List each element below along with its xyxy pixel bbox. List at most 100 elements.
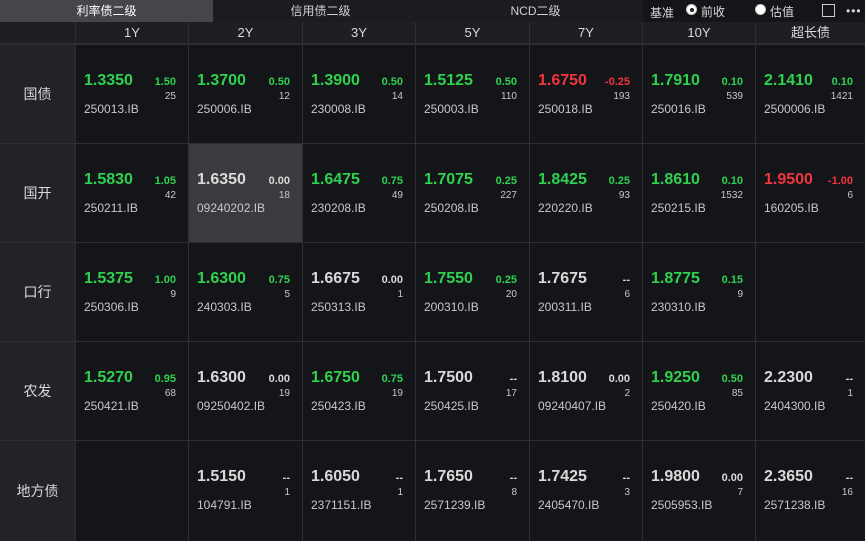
quote-cell[interactable]: 1.5830 1.05 42 250211.IB xyxy=(75,143,188,242)
bond-code: 250425.IB xyxy=(424,399,479,413)
change: -- xyxy=(622,472,630,484)
volume: 1421 xyxy=(830,91,853,102)
volume: 20 xyxy=(505,289,517,300)
volume: 85 xyxy=(731,388,743,399)
yield: 1.5830 xyxy=(84,171,133,188)
change: 1.05 xyxy=(154,175,176,187)
volume: 5 xyxy=(284,289,290,300)
row-header: 国债 xyxy=(0,44,75,143)
change: 0.00 xyxy=(381,274,403,286)
bond-code: 2500006.IB xyxy=(764,102,826,116)
yield: 1.6675 xyxy=(311,270,360,287)
quote-cell[interactable]: 1.9800 0.00 7 2505953.IB xyxy=(642,440,755,541)
tab[interactable]: 利率债二级 xyxy=(0,0,213,22)
column-header: 5Y xyxy=(415,22,529,44)
column-header: 1Y xyxy=(75,22,188,44)
volume: 17 xyxy=(505,388,517,399)
quote-cell[interactable]: 1.8775 0.15 9 230310.IB xyxy=(642,242,755,341)
volume: 14 xyxy=(391,91,403,102)
quote-cell[interactable]: 1.7550 0.25 20 200310.IB xyxy=(415,242,529,341)
yield: 1.7500 xyxy=(424,369,473,386)
change: 0.10 xyxy=(721,76,743,88)
change: -- xyxy=(395,472,403,484)
quote-cell[interactable]: 1.5125 0.50 110 250003.IB xyxy=(415,44,529,143)
quote-cell[interactable]: 1.3700 0.50 12 250006.IB xyxy=(188,44,302,143)
bond-code: 160205.IB xyxy=(764,201,819,215)
quote-cell[interactable]: 1.9500 -1.00 6 160205.IB xyxy=(755,143,865,242)
quote-cell[interactable]: 2.2300 -- 1 2404300.IB xyxy=(755,341,865,440)
yield: 1.7075 xyxy=(424,171,473,188)
quote-cell[interactable]: 2.1410 0.10 1421 2500006.IB xyxy=(755,44,865,143)
bond-code: 09240407.IB xyxy=(538,399,607,413)
quote-cell[interactable]: 1.6300 0.00 19 09250402.IB xyxy=(188,341,302,440)
yield: 2.3650 xyxy=(764,468,813,485)
change: 0.75 xyxy=(381,373,403,385)
yield: 1.5375 xyxy=(84,270,133,287)
change: -- xyxy=(845,373,853,385)
quote-cell[interactable]: 1.6750 0.75 19 250423.IB xyxy=(302,341,415,440)
quote-cell[interactable]: 1.7500 -- 17 250425.IB xyxy=(415,341,529,440)
yield: 1.9500 xyxy=(764,171,813,188)
yield: 1.8425 xyxy=(538,171,587,188)
column-header: 2Y xyxy=(188,22,302,44)
volume: 1532 xyxy=(720,190,743,201)
change: -0.25 xyxy=(604,76,630,88)
change: 0.00 xyxy=(721,472,743,484)
column-header: 7Y xyxy=(529,22,642,44)
quote-cell[interactable]: 1.6300 0.75 5 240303.IB xyxy=(188,242,302,341)
quote-cell[interactable]: 1.7675 -- 6 200311.IB xyxy=(529,242,642,341)
bond-code: 250006.IB xyxy=(197,102,252,116)
quote-cell[interactable]: 1.7650 -- 8 2571239.IB xyxy=(415,440,529,541)
volume: 6 xyxy=(624,289,630,300)
volume: 19 xyxy=(278,388,290,399)
quote-cell[interactable]: 1.6475 0.75 49 230208.IB xyxy=(302,143,415,242)
radio-label[interactable]: 估值 xyxy=(770,5,795,19)
bond-code: 2505953.IB xyxy=(651,498,713,512)
quote-cell[interactable]: 1.8425 0.25 93 220220.IB xyxy=(529,143,642,242)
bond-code: 250016.IB xyxy=(651,102,706,116)
change: 0.25 xyxy=(495,274,517,286)
header-corner xyxy=(0,22,75,44)
yield: 1.3700 xyxy=(197,72,246,89)
yield: 1.6475 xyxy=(311,171,360,188)
basis-label: 基准 xyxy=(650,6,675,20)
tab[interactable]: NCD二级 xyxy=(428,0,643,22)
layout-icon[interactable] xyxy=(822,4,835,17)
radio-label[interactable]: 前收 xyxy=(701,5,726,19)
yield: 1.6350 xyxy=(197,171,246,188)
change: 0.00 xyxy=(268,373,290,385)
more-icon[interactable]: ••• xyxy=(846,4,862,18)
quote-cell[interactable]: 1.7075 0.25 227 250208.IB xyxy=(415,143,529,242)
quote-cell[interactable]: 1.6050 -- 1 2371151.IB xyxy=(302,440,415,541)
quote-cell[interactable]: 1.6675 0.00 1 250313.IB xyxy=(302,242,415,341)
quote-cell[interactable]: 1.5375 1.00 9 250306.IB xyxy=(75,242,188,341)
bond-code: 250215.IB xyxy=(651,201,706,215)
bond-code: 200310.IB xyxy=(424,300,479,314)
radio-button[interactable] xyxy=(686,4,697,15)
quote-cell[interactable]: 1.6750 -0.25 193 250018.IB xyxy=(529,44,642,143)
bond-code: 250208.IB xyxy=(424,201,479,215)
volume: 9 xyxy=(170,289,176,300)
quote-cell[interactable]: 2.3650 -- 16 2571238.IB xyxy=(755,440,865,541)
quote-cell[interactable]: 1.6350 0.00 18 09240202.IB xyxy=(188,143,302,242)
quote-cell[interactable]: 1.7425 -- 3 2405470.IB xyxy=(529,440,642,541)
change: 0.75 xyxy=(381,175,403,187)
quote-cell[interactable]: 1.5270 0.95 68 250421.IB xyxy=(75,341,188,440)
yield: 1.6300 xyxy=(197,270,246,287)
tab[interactable]: 信用债二级 xyxy=(213,0,428,22)
bond-code: 250211.IB xyxy=(84,201,138,215)
quote-cell[interactable]: 1.8100 0.00 2 09240407.IB xyxy=(529,341,642,440)
quote-cell[interactable]: 1.7910 0.10 539 250016.IB xyxy=(642,44,755,143)
quote-cell[interactable]: 1.9250 0.50 85 250420.IB xyxy=(642,341,755,440)
bond-code: 250003.IB xyxy=(424,102,479,116)
quote-cell[interactable]: 1.3350 1.50 25 250013.IB xyxy=(75,44,188,143)
quote-cell[interactable]: 1.3900 0.50 14 230008.IB xyxy=(302,44,415,143)
quote-cell[interactable]: 1.8610 0.10 1532 250215.IB xyxy=(642,143,755,242)
quote-cell[interactable]: 1.5150 -- 1 104791.IB xyxy=(188,440,302,541)
radio-button[interactable] xyxy=(755,4,766,15)
volume: 49 xyxy=(391,190,403,201)
change: 0.50 xyxy=(268,76,290,88)
bond-code: 230310.IB xyxy=(651,300,706,314)
volume: 6 xyxy=(847,190,853,201)
yield: 2.2300 xyxy=(764,369,813,386)
